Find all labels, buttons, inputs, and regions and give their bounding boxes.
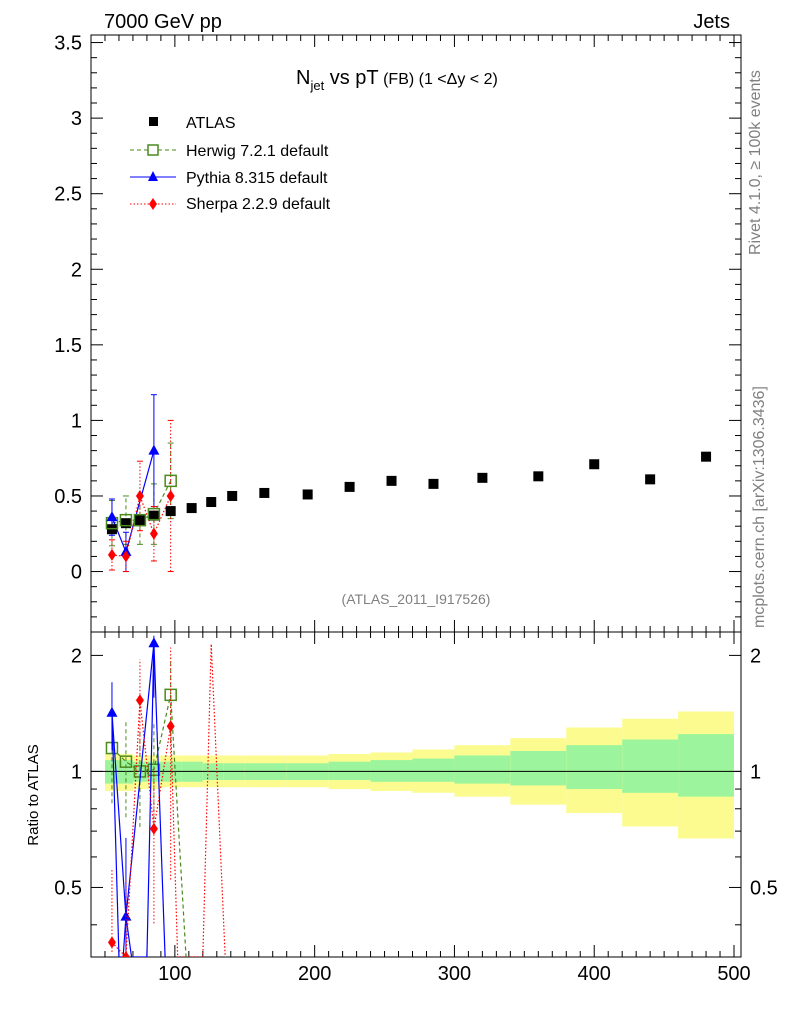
atlas-data-point <box>259 487 270 498</box>
y-tick-label: 1 <box>71 410 82 432</box>
stat-uncertainty-band <box>510 750 567 786</box>
atlas-data-point <box>645 474 656 485</box>
sherpa-ratio-point <box>135 694 144 707</box>
x-tick-label: 200 <box>298 963 331 985</box>
ratio-y-tick-label: 2 <box>71 645 82 667</box>
atlas-data-point <box>344 481 355 492</box>
legend-marker-sherpa <box>149 198 157 210</box>
pythia-line <box>111 450 155 554</box>
header-right: Jets <box>693 11 730 33</box>
mcplots-label: mcplots.cern.ch [arXiv:1306.3436] <box>751 386 768 628</box>
sherpa-ratio-point <box>121 951 130 957</box>
stat-uncertainty-band <box>622 739 679 793</box>
sherpa-ratio-line <box>111 700 172 957</box>
stat-uncertainty-band <box>328 761 371 781</box>
atlas-data-point <box>533 471 544 482</box>
ratio-y-tick-label: 1 <box>71 761 82 783</box>
sherpa-data-point <box>149 527 158 540</box>
sherpa-ratio-line <box>170 644 226 957</box>
atlas-data-point <box>227 490 238 501</box>
atlas-data-point <box>701 451 712 462</box>
legend-label-sherpa: Sherpa 2.2.9 default <box>186 196 331 213</box>
atlas-data-point <box>589 459 600 470</box>
x-tick-label: 400 <box>578 963 611 985</box>
sherpa-ratio-point <box>149 822 158 835</box>
herwig-ratio-line <box>111 694 172 773</box>
y-tick-label: 3.5 <box>54 33 82 55</box>
title-fb: (FB) <box>379 71 415 88</box>
pythia-data-point <box>148 444 160 455</box>
sherpa-data-point <box>166 489 175 502</box>
stat-uncertainty-band <box>412 758 455 782</box>
atlas-data-point <box>386 475 397 486</box>
x-tick-label: 300 <box>438 963 471 985</box>
atlas-data-point <box>134 515 145 526</box>
sherpa-ratio-point <box>166 720 175 733</box>
title-range: (1 <Δy < 2) <box>414 71 498 88</box>
title-rest: vs pT <box>324 67 378 89</box>
herwig-data-point <box>164 474 177 488</box>
herwig-ratio-point <box>119 755 133 768</box>
ratio-y-tick-label-right: 0.5 <box>750 877 778 899</box>
ratio-plot-frame <box>90 631 742 958</box>
y-tick-label: 0.5 <box>54 486 82 508</box>
herwig-ratio-line <box>170 694 187 957</box>
sherpa-data-point <box>107 548 116 561</box>
ratio-y-label: Ratio to ATLAS <box>25 744 42 845</box>
stat-uncertainty-band <box>454 755 511 784</box>
rivet-label: Rivet 4.1.0, ≥ 100k events <box>747 70 764 255</box>
chart-title: Njet vs pT (FB) (1 <Δy < 2) <box>296 67 498 93</box>
atlas-data-point <box>477 472 488 483</box>
legend-marker-herwig <box>147 144 159 156</box>
x-tick-label: 100 <box>158 963 191 985</box>
y-tick-label: 0 <box>71 562 82 584</box>
title-subscript: jet <box>309 78 324 93</box>
legend-label-herwig: Herwig 7.2.1 default <box>186 143 329 160</box>
pythia-ratio-line <box>111 643 166 957</box>
x-tick-label: 500 <box>717 963 750 985</box>
herwig-ratio-point <box>164 688 177 702</box>
atlas-data-point <box>206 497 217 508</box>
analysis-id: (ATLAS_2011_I917526) <box>342 591 491 607</box>
sherpa-data-point <box>135 489 144 502</box>
atlas-data-point <box>428 478 439 489</box>
sherpa-line <box>111 493 172 558</box>
y-tick-label: 2 <box>71 259 82 281</box>
legend-marker-pythia <box>148 171 158 181</box>
stat-uncertainty-band <box>678 734 735 797</box>
atlas-data-point <box>186 503 197 514</box>
title-main: N <box>296 67 310 89</box>
y-tick-label: 1.5 <box>54 335 82 357</box>
ratio-y-tick-label: 0.5 <box>54 877 82 899</box>
y-tick-label: 3 <box>71 108 82 130</box>
pythia-ratio-point <box>148 637 160 648</box>
pythia-data-point <box>106 511 118 522</box>
atlas-data-point <box>148 510 159 521</box>
herwig-data-point <box>147 507 161 521</box>
ratio-y-tick-label-right: 2 <box>750 645 761 667</box>
atlas-data-point <box>165 506 176 517</box>
legend: ATLAS Herwig 7.2.1 default Pythia 8.315 … <box>130 115 331 213</box>
sherpa-ratio-point <box>107 936 116 949</box>
legend-label-atlas: ATLAS <box>186 115 236 132</box>
y-tick-label: 2.5 <box>54 184 82 206</box>
legend-label-pythia: Pythia 8.315 default <box>186 170 328 187</box>
herwig-data-point <box>119 513 133 527</box>
herwig-data-point <box>133 513 147 527</box>
ratio-y-tick-label-right: 1 <box>750 761 761 783</box>
legend-marker-atlas <box>149 117 158 126</box>
atlas-data-point <box>302 489 313 500</box>
atlas-data-point <box>120 518 131 529</box>
sherpa-data-point <box>121 550 130 563</box>
pythia-ratio-point <box>106 706 118 717</box>
stat-uncertainty-band <box>566 745 623 790</box>
header-left: 7000 GeV pp <box>104 11 222 33</box>
